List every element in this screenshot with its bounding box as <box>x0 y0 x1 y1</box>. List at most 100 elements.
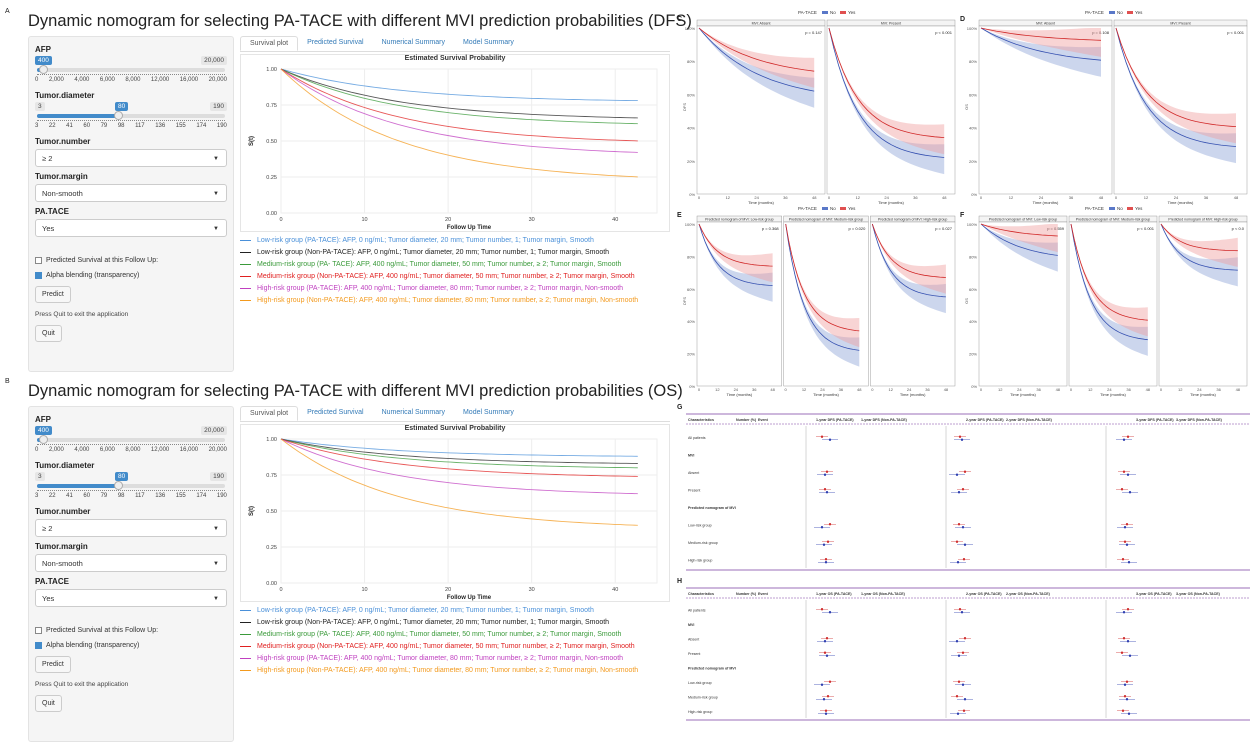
forest-column-header: 2-year OS (PA-TACE) <box>966 592 1002 596</box>
km-y-tick: 80% <box>969 254 977 259</box>
tumor-diameter-handle[interactable] <box>114 481 124 490</box>
forest-point-non-pa-tace <box>957 491 961 494</box>
forest-column-header: 2-year OS (Non-PA-TACE) <box>1006 592 1051 596</box>
input-sidebar: AFP 400 20,000 0 2,000 4,000 6,000 8,000 12,0… <box>28 406 234 742</box>
caret-down-icon: ▼ <box>213 526 219 532</box>
forest-point-non-pa-tace <box>1128 491 1132 494</box>
forest-point-pa-tace <box>1120 488 1124 491</box>
forest-point-non-pa-tace <box>961 683 965 686</box>
tumor-diameter-slider[interactable]: 3 80 190 3 22 41 60 79 98 117 136 155 174 190 <box>35 472 227 502</box>
afp-max-value: 20,000 <box>201 426 227 435</box>
km-x-tick: 36 <box>1216 387 1221 392</box>
afp-slider[interactable]: 400 20,000 0 2,000 4,000 6,000 8,000 12,000 16… <box>35 426 227 456</box>
predicted-survival-checkbox[interactable]: Predicted Survival at this Follow Up: <box>35 257 227 264</box>
panel-label-c: C <box>677 16 683 23</box>
km-confidence-band <box>829 28 945 155</box>
km-legend-no: No <box>1117 206 1123 211</box>
forest-point-pa-tace <box>961 651 965 654</box>
tab-numerical-summary[interactable]: Numerical Summary <box>381 39 445 46</box>
km-x-tick: 0 <box>828 195 831 200</box>
forest-point-pa-tace <box>1125 680 1129 683</box>
tab-survival-plot[interactable]: Survival plot <box>240 36 299 51</box>
pa-tace-select[interactable]: Yes ▼ <box>35 589 227 607</box>
tab-model-summary[interactable]: Model Summary <box>462 39 514 46</box>
tumor-diameter-tick: 117 <box>135 493 145 499</box>
km-plot-c: PA-TACE No Yes 100% 80% 60% 40% 20% 0% DFS MVI: Ab… <box>682 10 956 205</box>
survival-curve <box>280 438 638 457</box>
km-legend-yes: Yes <box>848 10 856 15</box>
quit-button[interactable]: Quit <box>35 325 62 342</box>
km-x-tick: 36 <box>1204 195 1209 200</box>
tumor-diameter-tick: 117 <box>135 123 145 129</box>
tumor-margin-select[interactable]: Non-smooth ▼ <box>35 554 227 572</box>
forest-row-label: Predicted nomogram of MVI <box>688 506 736 510</box>
tumor-number-value: ≥ 2 <box>42 154 53 163</box>
tumor-number-select[interactable]: ≥ 2 ▼ <box>35 519 227 537</box>
afp-slider-handle[interactable] <box>38 435 48 444</box>
tumor-diameter-slider[interactable]: 3 80 190 3 22 41 60 79 98 117 136 155 174 190 <box>35 102 227 132</box>
afp-tick: 8,000 <box>125 77 141 83</box>
afp-slider[interactable]: 400 20,000 0 2,000 4,000 6,000 8,000 12,000 16… <box>35 56 227 86</box>
km-curve <box>980 27 1102 41</box>
legend-text: High-risk group (Non-PA-TACE): AFP, 400 … <box>257 297 639 304</box>
km-y-tick: 40% <box>969 319 977 324</box>
legend-swatch <box>240 239 251 242</box>
afp-tick: 6,000 <box>99 447 115 453</box>
km-curve <box>698 223 773 286</box>
afp-tick: 4,000 <box>74 447 90 453</box>
tab-survival-plot[interactable]: Survival plot <box>240 406 299 421</box>
alpha-blending-checkbox[interactable]: Alpha blending (transparency) <box>35 642 227 649</box>
km-legend-no-swatch <box>822 11 828 14</box>
tumor-diameter-tick-labels: 3 22 41 60 79 98 117 136 155 174 190 <box>35 493 227 499</box>
km-p-value: p < 0.0 <box>1232 226 1245 231</box>
km-x-tick: 12 <box>726 195 731 200</box>
km-x-tick: 24 <box>820 387 825 392</box>
km-y-tick: 60% <box>969 287 977 292</box>
forest-point-pa-tace <box>961 488 965 491</box>
forest-point-non-pa-tace <box>828 438 832 441</box>
legend-text: Low-risk group (Non-PA-TACE): AFP, 0 ng/… <box>257 249 610 256</box>
km-x-tick: 12 <box>1088 387 1093 392</box>
alpha-blending-checkbox[interactable]: Alpha blending (transparency) <box>35 272 227 279</box>
predict-button[interactable]: Predict <box>35 656 71 673</box>
forest-plot-h: Characteristics Number (%) Event 1-year OS … <box>686 587 1250 721</box>
km-confidence-band <box>872 224 946 314</box>
afp-slider-handle[interactable] <box>38 65 48 74</box>
tab-model-summary[interactable]: Model Summary <box>462 409 514 416</box>
forest-point-non-pa-tace <box>820 526 824 529</box>
legend-item: High-risk group (PA-TACE): AFP, 400 ng/m… <box>240 655 670 662</box>
km-y-tick: 20% <box>687 352 695 357</box>
tab-numerical-summary[interactable]: Numerical Summary <box>381 409 445 416</box>
km-x-tick: 36 <box>1069 195 1074 200</box>
legend-swatch <box>240 299 251 302</box>
forest-point-non-pa-tace <box>1127 561 1131 564</box>
quit-button[interactable]: Quit <box>35 695 62 712</box>
forest-point-pa-tace <box>826 540 830 543</box>
km-x-tick: 36 <box>925 387 930 392</box>
tab-predicted-survival[interactable]: Predicted Survival <box>307 39 364 46</box>
tab-predicted-survival[interactable]: Predicted Survival <box>307 409 364 416</box>
km-curve <box>1115 27 1237 127</box>
tumor-diameter-tick: 190 <box>216 123 227 129</box>
km-x-label: Time (months) <box>727 392 753 397</box>
km-plot-f: PA-TACE No Yes 100% 80% 60% 40% 20% 0% OS Predicte… <box>964 206 1248 397</box>
afp-current-value: 400 <box>35 56 52 65</box>
forest-point-pa-tace <box>955 695 959 698</box>
km-confidence-band <box>699 224 773 302</box>
forest-column-header: 3-year DFS (PA-TACE) <box>1136 418 1174 422</box>
predict-button[interactable]: Predict <box>35 286 71 303</box>
plot-legend: Low-risk group (PA-TACE): AFP, 0 ng/mL; … <box>240 607 670 674</box>
predicted-survival-checkbox[interactable]: Predicted Survival at this Follow Up: <box>35 627 227 634</box>
panel-label-b: B <box>5 378 10 385</box>
tumor-number-select[interactable]: ≥ 2 ▼ <box>35 149 227 167</box>
tumor-diameter-tick: 190 <box>216 493 227 499</box>
forest-row-label: Present <box>688 652 700 656</box>
pa-tace-select[interactable]: Yes ▼ <box>35 219 227 237</box>
km-curve <box>980 223 1058 256</box>
km-confidence-band <box>699 28 815 108</box>
km-curve <box>1160 223 1238 252</box>
tumor-margin-select[interactable]: Non-smooth ▼ <box>35 184 227 202</box>
forest-point-pa-tace <box>826 695 830 698</box>
tumor-diameter-handle[interactable] <box>114 111 124 120</box>
forest-column-header: 1-year OS (PA-TACE) <box>816 592 852 596</box>
